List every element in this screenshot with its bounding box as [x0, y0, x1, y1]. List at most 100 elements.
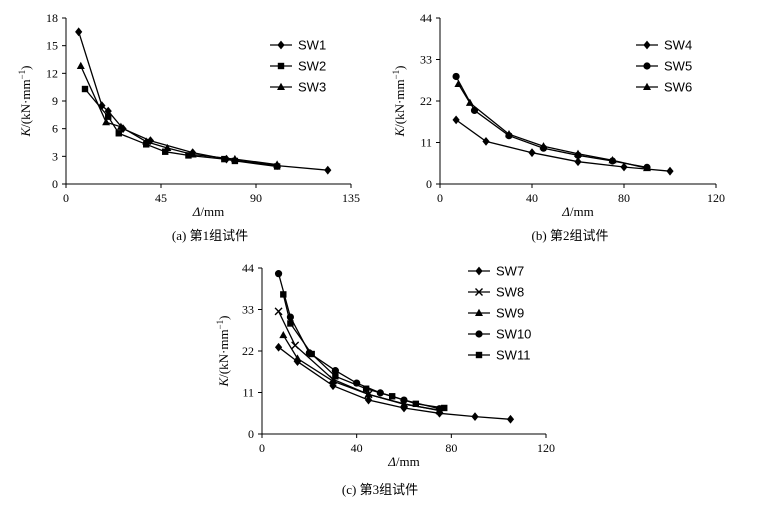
- x-axis-label-unit: /mm: [570, 204, 594, 219]
- y-tick-label: 11: [420, 136, 432, 150]
- legend-label: SW5: [664, 59, 692, 74]
- y-axis-label-close: ): [18, 66, 33, 70]
- data-point-SW4: [574, 157, 582, 167]
- y-axis-label-exponent: −1: [215, 320, 225, 330]
- y-tick-label: 44: [420, 11, 432, 25]
- legend-item-SW6: SW6: [636, 80, 692, 95]
- y-axis-label-unit: /(kN·mm: [216, 329, 231, 377]
- legend-item-SW8: SW8: [468, 285, 524, 300]
- data-point-SW11: [412, 400, 420, 408]
- data-point-SW3: [163, 143, 172, 152]
- series-SW1: [75, 27, 332, 175]
- y-axis-label: K/(kN·mm−1): [391, 66, 407, 138]
- data-point-SW4: [620, 162, 628, 172]
- x-tick-label: 40: [526, 191, 538, 205]
- legend-marker: [475, 308, 483, 316]
- series-line-SW7: [278, 346, 511, 420]
- y-tick-label: 22: [242, 344, 254, 358]
- y-axis-label-exponent: −1: [391, 70, 401, 80]
- y-axis-label-symbol: K: [216, 376, 231, 387]
- y-tick-label: 33: [420, 53, 432, 67]
- legend-label: SW6: [664, 80, 692, 95]
- legend-item-SW3: SW3: [270, 80, 326, 95]
- x-axis-label-symbol: Δ: [192, 204, 201, 219]
- legend-label: SW9: [496, 306, 524, 321]
- y-tick-label: 6: [52, 122, 58, 136]
- x-tick-label: 80: [445, 441, 457, 455]
- data-point-SW4: [452, 115, 460, 125]
- x-tick-label: 120: [707, 191, 725, 205]
- data-point-SW2: [115, 130, 122, 137]
- x-tick-label: 40: [351, 441, 363, 455]
- legend-label: SW1: [298, 38, 326, 53]
- x-tick-label: 0: [63, 191, 69, 205]
- legend-marker: [277, 82, 285, 90]
- data-point-SW10: [353, 379, 361, 387]
- x-axis-label: Δ/mm: [561, 204, 593, 219]
- legend-marker: [475, 288, 483, 296]
- legend-marker: [643, 40, 651, 50]
- legend-item-SW5: SW5: [636, 59, 692, 74]
- series-SW3: [76, 61, 282, 168]
- y-tick-label: 0: [426, 177, 432, 191]
- legend-item-SW11: SW11: [468, 348, 530, 363]
- y-tick-label: 12: [46, 66, 58, 80]
- legend-label: SW4: [664, 38, 692, 53]
- y-axis-label-unit: /(kN·mm: [18, 79, 33, 127]
- y-axis-label: K/(kN·mm−1): [17, 66, 33, 138]
- data-point-SW3: [142, 137, 151, 145]
- data-point-SW11: [287, 320, 294, 327]
- y-tick-label: 9: [52, 94, 58, 108]
- data-point-SW1: [75, 27, 83, 37]
- legend-item-SW7: SW7: [468, 264, 524, 279]
- series-SW6: [454, 79, 651, 172]
- data-point-SW4: [482, 136, 490, 146]
- series-line-SW1: [78, 31, 328, 171]
- y-tick-label: 11: [242, 386, 254, 400]
- data-point-SW9: [364, 390, 373, 398]
- data-point-SW11: [280, 291, 287, 298]
- y-tick-label: 33: [242, 303, 254, 317]
- x-tick-label: 135: [342, 191, 360, 205]
- legend-label: SW10: [496, 327, 531, 342]
- series-SW11: [280, 291, 448, 412]
- legend-label: SW11: [496, 348, 530, 363]
- y-axis-label-unit: /(kN·mm: [392, 79, 407, 127]
- data-point-SW7: [471, 412, 479, 422]
- legend-label: SW8: [496, 285, 524, 300]
- y-axis-label: K/(kN·mm−1): [215, 316, 231, 388]
- data-point-SW4: [528, 148, 536, 158]
- data-point-SW5: [452, 72, 460, 81]
- data-point-SW3: [102, 118, 111, 126]
- legend-item-SW4: SW4: [636, 38, 692, 53]
- x-axis-label-unit: /mm: [200, 204, 224, 219]
- y-tick-label: 44: [242, 261, 254, 275]
- y-tick-label: 0: [248, 427, 254, 441]
- panel-caption: (a) 第1组试件: [172, 228, 248, 243]
- panel-caption: (b) 第2组试件: [532, 228, 609, 243]
- data-point-SW11: [441, 404, 448, 412]
- data-point-SW2: [162, 148, 169, 155]
- data-point-SW3: [273, 160, 282, 168]
- x-tick-label: 0: [259, 441, 265, 455]
- y-tick-label: 22: [420, 94, 432, 108]
- x-axis-label: Δ/mm: [387, 454, 419, 469]
- legend-marker: [475, 351, 483, 359]
- x-tick-label: 45: [155, 191, 167, 205]
- legend-marker: [475, 330, 483, 338]
- legend-label: SW3: [298, 80, 326, 95]
- data-point-SW1: [104, 106, 112, 116]
- data-point-SW2: [185, 152, 192, 159]
- y-axis-label-symbol: K: [392, 126, 407, 137]
- series-SW2: [81, 85, 281, 170]
- data-point-SW9: [329, 376, 337, 385]
- y-tick-label: 18: [46, 11, 58, 25]
- legend-marker: [277, 40, 285, 50]
- panel-caption: (c) 第3组试件: [342, 482, 418, 497]
- legend-label: SW7: [496, 264, 524, 279]
- data-point-SW6: [505, 130, 513, 138]
- y-tick-label: 15: [46, 39, 58, 53]
- data-point-SW11: [308, 350, 315, 358]
- legend-item-SW10: SW10: [468, 327, 531, 342]
